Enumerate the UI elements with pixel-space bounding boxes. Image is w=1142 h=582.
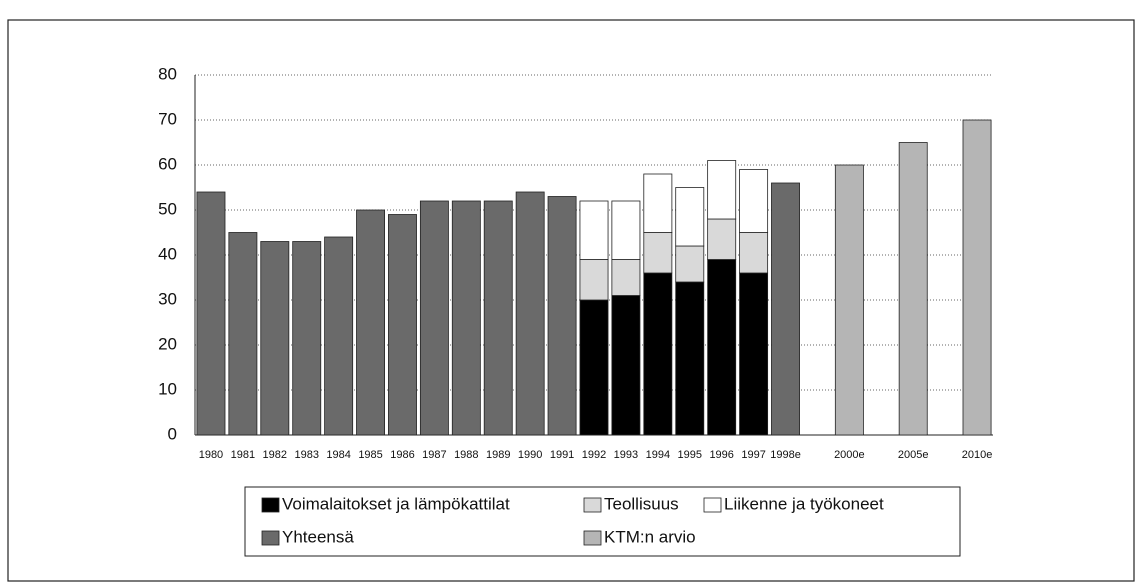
x-tick-label: 1991 — [550, 449, 574, 461]
legend-label: KTM:n arvio — [604, 527, 696, 546]
bar — [196, 191, 226, 436]
x-tick-label: 1995 — [678, 449, 702, 461]
y-tick-label: 10 — [158, 379, 177, 398]
bar — [419, 200, 449, 436]
x-tick-label: 1985 — [358, 449, 382, 461]
x-tick-label: 1987 — [422, 449, 446, 461]
bar — [611, 295, 641, 436]
bar — [611, 200, 641, 260]
legend-label: Voimalaitokset ja lämpökattilat — [282, 494, 510, 513]
bar — [292, 241, 322, 436]
bar — [675, 281, 705, 436]
legend-swatch — [583, 497, 602, 513]
bar — [707, 218, 737, 260]
x-tick-label: 1983 — [294, 449, 318, 461]
y-tick-label: 50 — [158, 199, 177, 218]
bar — [739, 272, 769, 436]
bar — [643, 272, 673, 436]
x-tick-label: 1996 — [709, 449, 733, 461]
bar — [451, 200, 481, 436]
x-tick-label: 1988 — [454, 449, 478, 461]
x-tick-label: 2000e — [834, 449, 865, 461]
legend-swatch — [703, 497, 722, 513]
legend-swatch — [583, 530, 602, 546]
y-tick-label: 80 — [158, 64, 177, 83]
bar — [228, 232, 258, 436]
bar — [675, 245, 705, 283]
bar — [579, 259, 609, 301]
y-tick-label: 0 — [168, 424, 177, 443]
legend-label: Teollisuus — [604, 494, 679, 513]
x-tick-label: 1997 — [741, 449, 765, 461]
bar — [643, 173, 673, 233]
legend-label: Liikenne ja työkoneet — [724, 494, 884, 513]
bar — [771, 182, 800, 436]
bar — [388, 214, 417, 436]
x-tick-label: 1989 — [486, 449, 510, 461]
frame — [7, 19, 1135, 582]
y-tick-label: 40 — [158, 244, 177, 263]
x-tick-label: 1993 — [614, 449, 638, 461]
y-tick-label: 20 — [158, 334, 177, 353]
bar — [324, 236, 354, 436]
x-tick-label: 1990 — [518, 449, 542, 461]
bar — [739, 232, 769, 274]
bar — [898, 142, 928, 436]
bar — [611, 259, 641, 296]
legend-label: Yhteensä — [282, 527, 354, 546]
y-tick-label: 30 — [158, 289, 177, 308]
bar — [260, 241, 290, 436]
x-tick-label: 2010e — [962, 449, 993, 461]
legend-swatch — [261, 497, 280, 513]
bar — [483, 200, 513, 436]
bar — [515, 191, 545, 436]
bar — [675, 187, 705, 247]
y-tick-label: 70 — [158, 109, 177, 128]
bar — [356, 209, 386, 436]
x-tick-label: 1980 — [199, 449, 223, 461]
x-tick-label: 1992 — [582, 449, 606, 461]
x-tick-label: 2005e — [898, 449, 929, 461]
x-tick-label: 1981 — [231, 449, 255, 461]
y-tick-label: 60 — [158, 154, 177, 173]
bar — [643, 232, 673, 274]
bar — [707, 259, 737, 436]
bar — [707, 160, 737, 220]
legend-swatch — [261, 530, 280, 546]
x-tick-label: 1982 — [263, 449, 287, 461]
bar — [579, 200, 609, 260]
bar — [547, 196, 577, 436]
x-tick-label: 1984 — [326, 449, 350, 461]
x-tick-label: 1998e — [770, 449, 801, 461]
bar — [739, 169, 769, 233]
bar — [834, 164, 864, 436]
bar — [579, 299, 609, 436]
x-tick-label: 1986 — [390, 449, 414, 461]
x-tick-label: 1994 — [646, 449, 670, 461]
bar — [962, 119, 992, 436]
legend-box — [244, 486, 961, 557]
